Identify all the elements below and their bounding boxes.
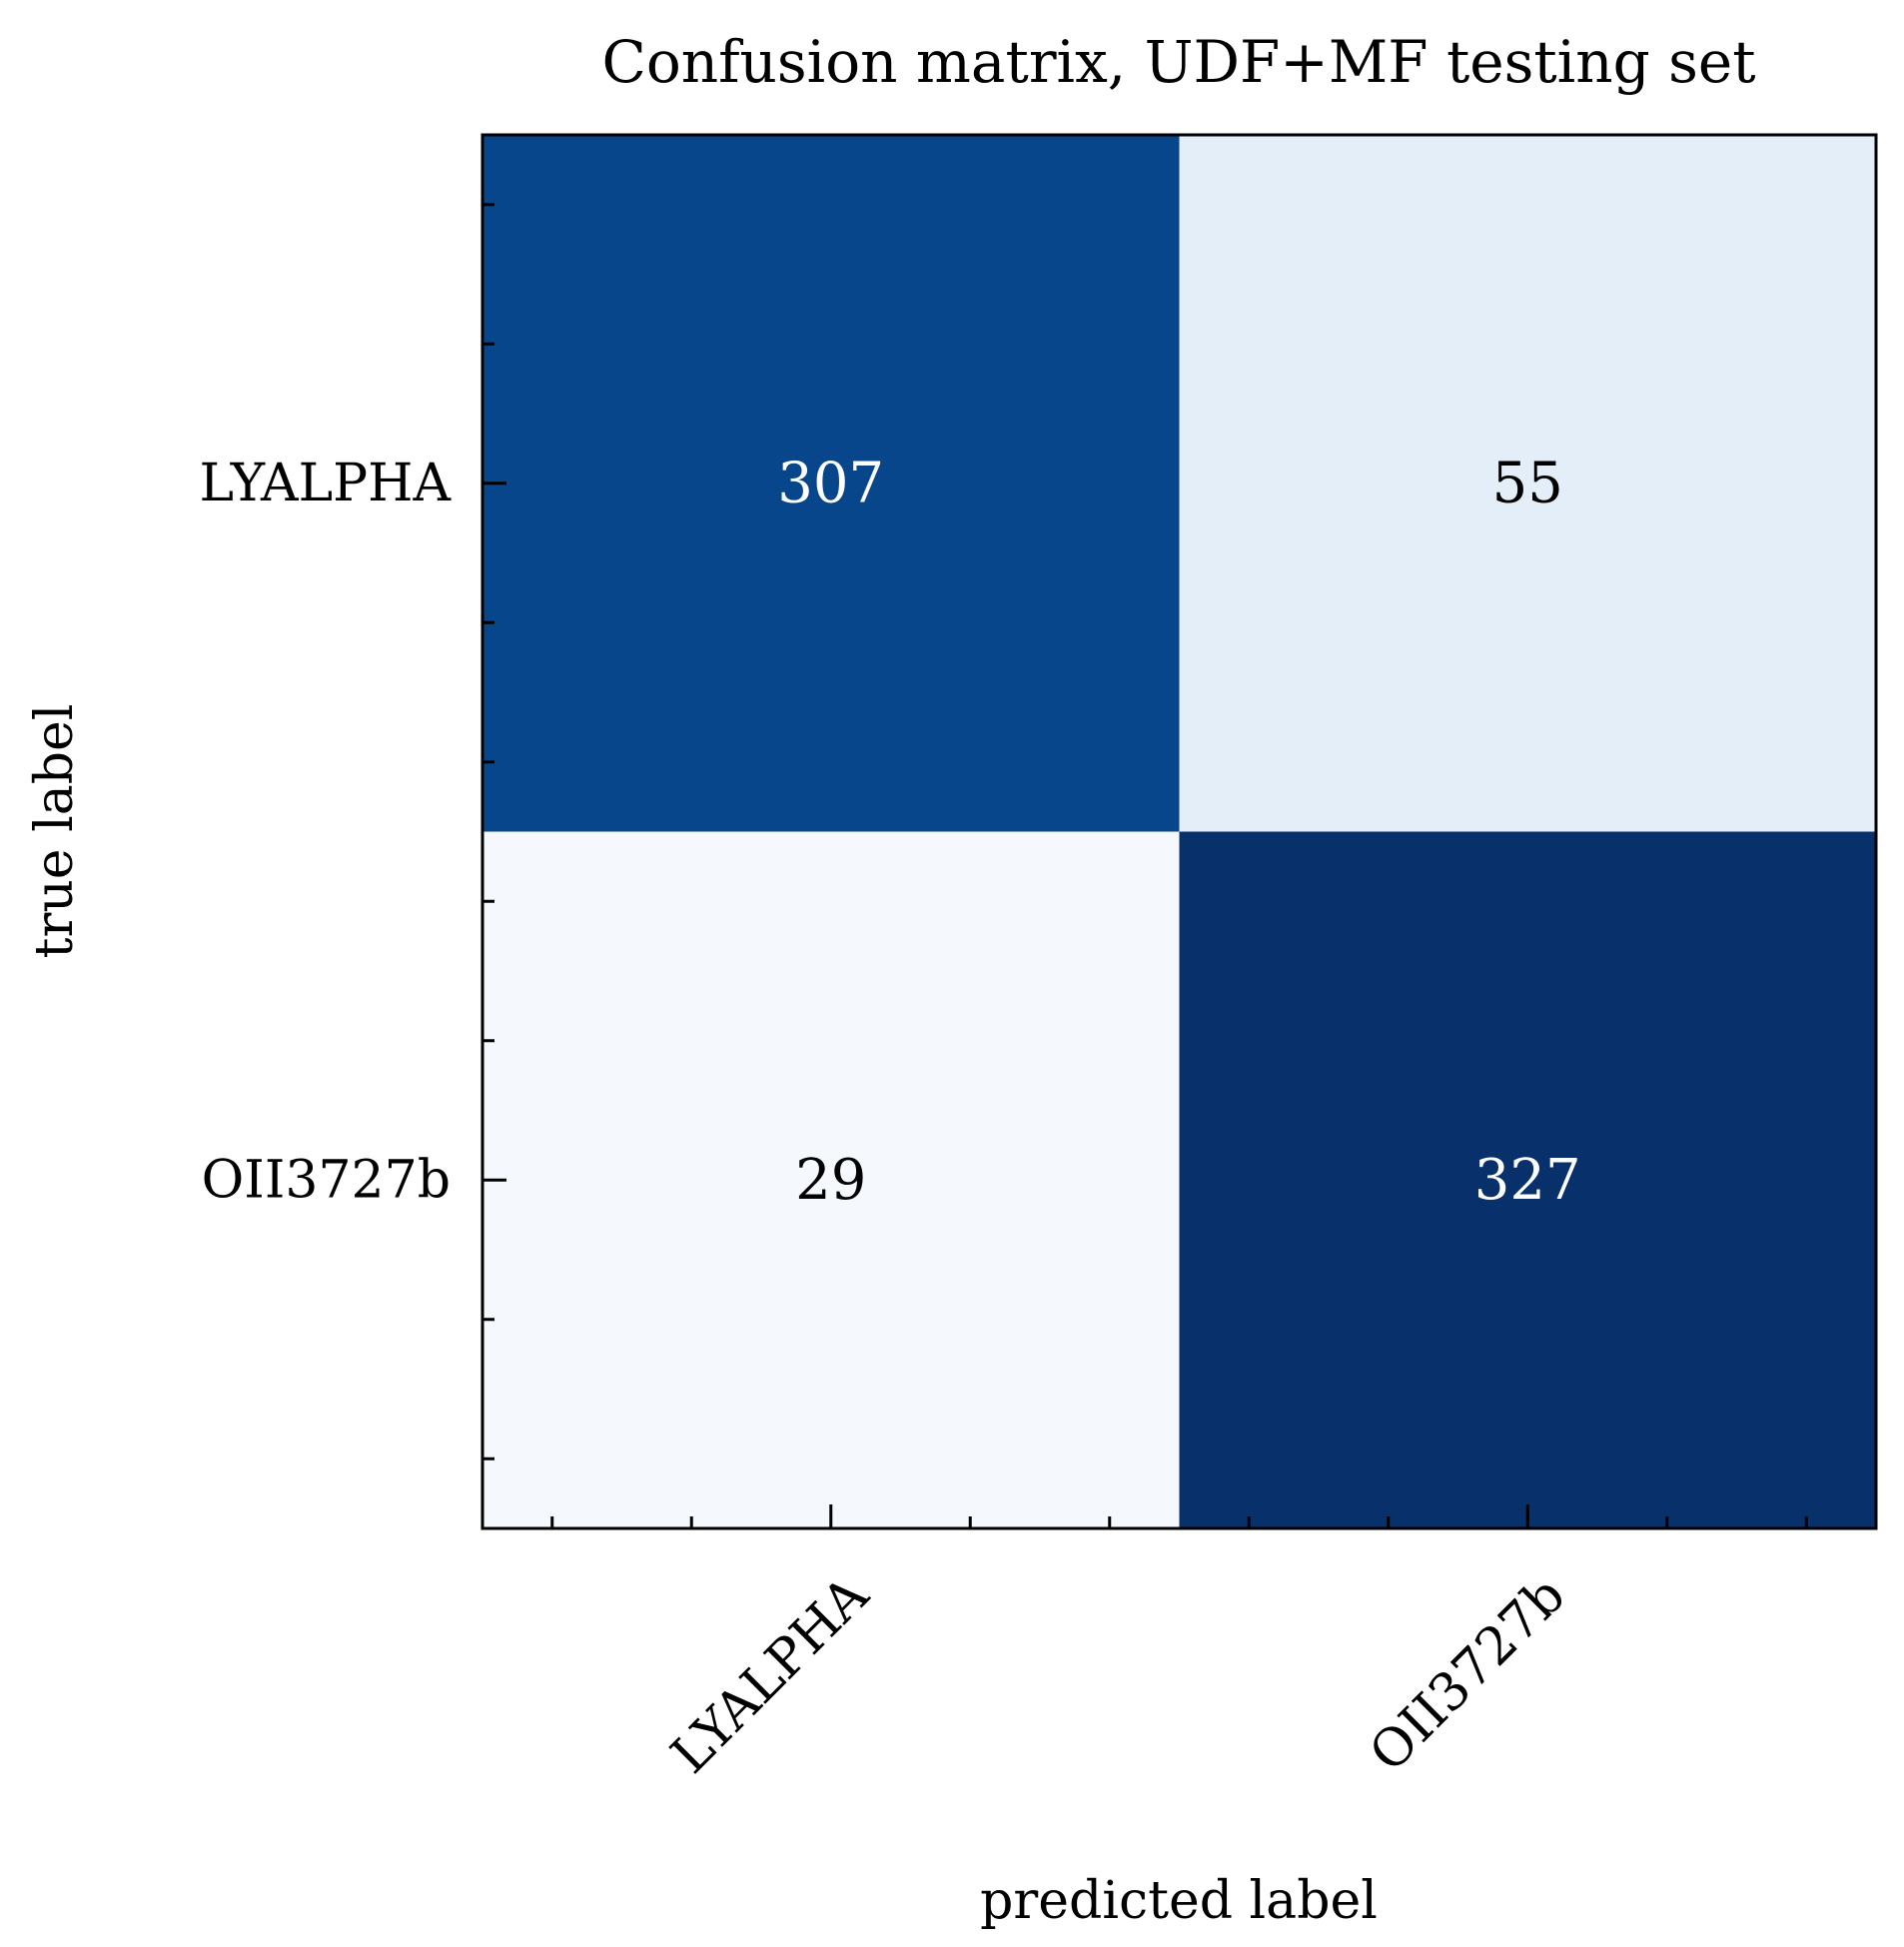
x-tick-label: OII3727b <box>1359 1565 1577 1784</box>
cell-value-0-1: 55 <box>1492 451 1563 515</box>
heatmap-cell-labels: 307 55 29 327 <box>777 451 1580 1213</box>
heatmap-cell-1-0 <box>482 831 1180 1529</box>
y-tick-label: OII3727b <box>202 1150 451 1210</box>
heatmap-cell-0-1 <box>1179 135 1877 832</box>
heatmap-cell-1-1 <box>1179 831 1877 1529</box>
cell-value-0-0: 307 <box>777 451 884 515</box>
plot-frame <box>480 133 1878 1530</box>
axis-ticks <box>482 203 1808 1528</box>
heatmap-cells <box>482 135 1877 1529</box>
x-tick-label: LYALPHA <box>660 1564 881 1785</box>
cell-value-1-1: 327 <box>1474 1148 1581 1213</box>
cell-value-1-0: 29 <box>795 1148 866 1213</box>
chart-title: Confusion matrix, UDF+MF testing set <box>601 28 1755 96</box>
heatmap-cell-0-0 <box>482 135 1180 832</box>
y-axis-label: true label <box>25 704 85 959</box>
x-axis-label: predicted label <box>980 1871 1378 1931</box>
y-tick-label: LYALPHA <box>200 454 453 513</box>
